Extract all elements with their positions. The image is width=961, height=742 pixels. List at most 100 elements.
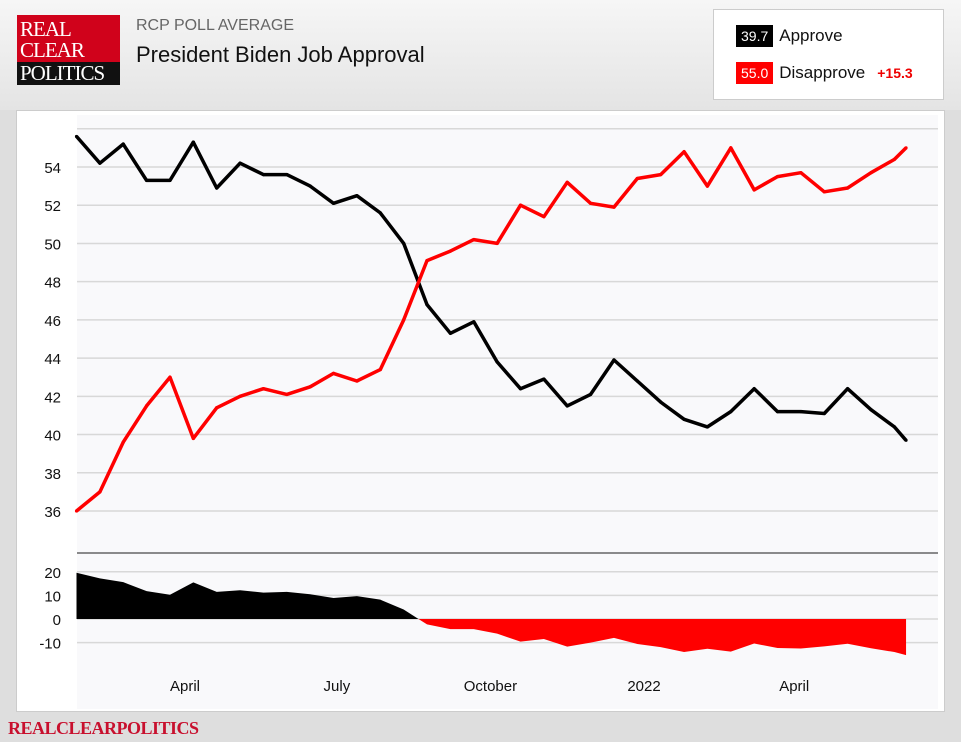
- y-tick-label: 40: [44, 428, 61, 445]
- data-point-approve: [705, 425, 710, 429]
- chart-svg: 36 38 40 42 44 46 48 50 52 54 20 10 0 -10 April July Oct…: [39, 115, 938, 709]
- data-point-disapprove: [612, 205, 616, 209]
- data-point-disapprove: [145, 404, 149, 408]
- data-point-disapprove: [285, 392, 289, 397]
- spread-y-tick-label: 10: [44, 588, 61, 605]
- data-point-approve: [752, 387, 756, 391]
- data-point-disapprove: [775, 174, 780, 179]
- data-point-disapprove: [705, 184, 710, 188]
- data-point-disapprove: [518, 203, 523, 207]
- spread-y-tick-label: -10: [39, 636, 61, 653]
- data-point-approve: [904, 438, 908, 442]
- footer-brand: REALCLEARPOLITICS: [8, 718, 199, 738]
- logo-text: POLITICS: [20, 61, 105, 85]
- approve-label: Approve: [779, 26, 843, 45]
- data-point-disapprove: [542, 215, 546, 219]
- data-point-approve: [682, 417, 686, 421]
- data-point-approve: [261, 173, 266, 177]
- data-point-disapprove: [355, 379, 359, 383]
- data-point-approve: [799, 410, 803, 414]
- x-tick-label: April: [779, 678, 809, 695]
- data-point-approve: [869, 408, 873, 412]
- data-point-disapprove: [682, 150, 686, 154]
- data-point-approve: [822, 411, 826, 416]
- data-point-approve: [659, 400, 663, 404]
- data-point-approve: [425, 302, 429, 307]
- data-point-disapprove: [495, 241, 499, 246]
- data-point-disapprove: [635, 176, 639, 181]
- x-tick-label: July: [324, 678, 351, 695]
- data-point-approve: [238, 161, 242, 165]
- data-point-disapprove: [869, 171, 873, 175]
- x-tick-label: 2022: [627, 678, 660, 695]
- data-point-disapprove: [799, 171, 803, 175]
- data-point-disapprove: [215, 406, 219, 410]
- data-point-disapprove: [892, 157, 896, 161]
- data-point-disapprove: [191, 436, 195, 440]
- legend-approve: 39.7 Approve: [736, 25, 843, 47]
- data-point-approve: [355, 194, 359, 198]
- approve-value: 39.7: [736, 25, 774, 47]
- data-point-approve: [74, 134, 79, 139]
- data-point-disapprove: [98, 490, 102, 494]
- page-title: President Biden Job Approval: [136, 42, 425, 67]
- data-point-disapprove: [729, 146, 733, 150]
- disapprove-label: Disapprove: [779, 63, 866, 82]
- data-point-disapprove: [238, 394, 242, 398]
- legend-disapprove: 55.0 Disapprove +15.3: [736, 62, 913, 84]
- data-point-disapprove: [261, 387, 266, 391]
- chart-panel: 36 38 40 42 44 46 48 50 52 54 20 10 0 -10 April July Oct…: [16, 110, 945, 712]
- header: REAL CLEAR POLITICS RCP POLL AVERAGE Pre…: [0, 0, 961, 110]
- data-point-disapprove: [659, 173, 663, 177]
- data-point-approve: [588, 392, 593, 397]
- data-point-approve: [565, 404, 569, 408]
- data-point-approve: [285, 173, 289, 177]
- y-tick-label: 38: [44, 466, 61, 483]
- y-tick-label: 46: [44, 313, 61, 330]
- data-point-approve: [121, 142, 125, 146]
- y-tick-label: 54: [44, 160, 61, 177]
- data-point-approve: [846, 387, 850, 391]
- data-point-approve: [612, 358, 616, 362]
- spread-value: +15.3: [877, 65, 913, 81]
- data-point-disapprove: [378, 367, 382, 372]
- data-point-approve: [518, 387, 523, 391]
- spread-y-tick-label: 20: [44, 565, 61, 582]
- data-point-approve: [168, 178, 172, 182]
- data-point-approve: [635, 379, 639, 383]
- y-tick-label: 50: [44, 236, 61, 253]
- data-point-approve: [402, 241, 406, 246]
- data-point-approve: [98, 161, 102, 165]
- logo-text: REAL: [20, 17, 72, 41]
- data-point-approve: [472, 320, 476, 324]
- data-point-approve: [191, 140, 195, 144]
- y-tick-label: 42: [44, 389, 61, 406]
- data-point-disapprove: [168, 375, 172, 379]
- logo-text: CLEAR: [20, 38, 85, 62]
- data-point-approve: [542, 377, 546, 381]
- data-point-disapprove: [74, 509, 79, 513]
- spread-area-positive: [76, 572, 907, 619]
- data-point-approve: [729, 410, 733, 414]
- data-point-approve: [308, 184, 312, 188]
- spread-area-negative: [76, 619, 907, 656]
- data-point-disapprove: [308, 385, 312, 389]
- legend: 39.7 Approve 55.0 Disapprove +15.3: [713, 9, 944, 100]
- data-point-approve: [892, 425, 896, 429]
- data-point-disapprove: [822, 190, 826, 194]
- data-point-approve: [331, 201, 336, 205]
- y-tick-label: 48: [44, 275, 61, 292]
- data-point-approve: [448, 331, 452, 335]
- y-tick-label: 52: [44, 198, 61, 215]
- kicker: RCP POLL AVERAGE: [136, 17, 294, 34]
- y-tick-label: 44: [44, 351, 61, 368]
- data-point-disapprove: [588, 201, 593, 205]
- x-tick-label: October: [464, 678, 517, 695]
- data-point-approve: [775, 410, 780, 414]
- data-point-disapprove: [846, 186, 850, 190]
- spread-y-tick-label: 0: [53, 612, 61, 629]
- data-point-disapprove: [331, 371, 336, 375]
- data-point-disapprove: [904, 146, 908, 150]
- rcp-logo[interactable]: REAL CLEAR POLITICS: [17, 15, 120, 85]
- data-point-approve: [495, 360, 499, 364]
